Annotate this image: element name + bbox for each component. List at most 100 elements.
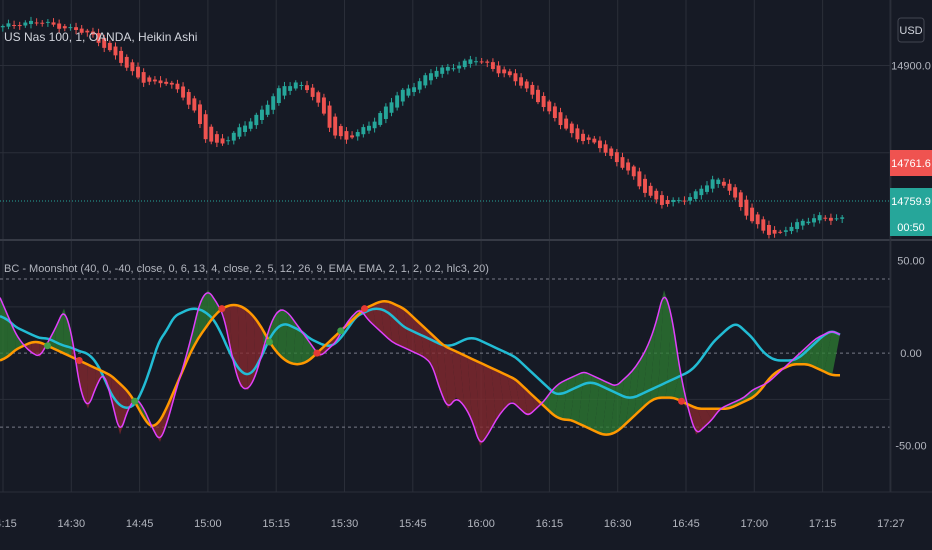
indicator-band-segment xyxy=(412,316,424,357)
indicator-band-segment xyxy=(103,371,112,402)
indicator-band-segment xyxy=(388,301,400,346)
indicator-pane[interactable] xyxy=(0,278,890,446)
indicator-band-segment xyxy=(641,323,656,409)
candle-body xyxy=(451,68,456,70)
indicator-band-segment xyxy=(118,382,128,435)
indicator-band-segment xyxy=(380,301,392,342)
candle-body xyxy=(597,140,602,149)
candle-body xyxy=(536,89,540,103)
candle-body xyxy=(445,66,450,71)
indicator-band-segment xyxy=(443,345,456,409)
candle-body xyxy=(428,73,433,81)
indicator-band-segment xyxy=(7,316,16,357)
candle-body xyxy=(378,113,383,125)
price-axis[interactable]: USD 14900.0 50.00 0.00 -50.00 14761.6 1475… xyxy=(889,0,932,492)
indicator-band-segment xyxy=(459,353,472,420)
indicator-band-segment xyxy=(515,379,528,417)
candle-body xyxy=(727,183,732,191)
candle-body xyxy=(665,200,670,205)
time-tick: 17:15 xyxy=(809,518,837,530)
indicator-title[interactable]: BC - Moonshot (40, 0, -40, close, 0, 6, … xyxy=(4,263,489,275)
time-tick: 16:00 xyxy=(467,518,495,530)
candle-body xyxy=(552,106,557,119)
candle-body xyxy=(355,132,360,137)
candle-body xyxy=(766,224,771,235)
candle-body xyxy=(783,230,788,232)
candle-body xyxy=(693,191,698,199)
indicator-band-segment xyxy=(657,290,672,398)
indicator-band-segment xyxy=(610,379,624,435)
candle-body xyxy=(581,133,586,142)
candle-body xyxy=(85,30,90,33)
currency-box[interactable] xyxy=(897,17,925,43)
time-tick: 15:30 xyxy=(331,518,359,530)
signal-dot xyxy=(75,357,83,365)
candle-body xyxy=(40,22,45,24)
candle-body xyxy=(293,82,298,89)
indicator-band-segment xyxy=(158,408,168,442)
candle-body xyxy=(367,125,371,131)
time-tick-labels: 14:15 14:30 14:45 15:00 15:15 15:30 15:45 16:00… xyxy=(0,518,905,530)
time-tick: 17:00 xyxy=(741,518,769,530)
grid-lines xyxy=(0,0,892,492)
candle-body xyxy=(603,144,608,153)
candle-body xyxy=(0,26,5,28)
candle-body xyxy=(812,218,816,223)
candle-body xyxy=(462,60,467,68)
candle-body xyxy=(840,217,845,219)
candle-body xyxy=(214,134,219,143)
candle-body xyxy=(817,215,822,221)
indicator-band-segment xyxy=(554,379,568,420)
candle-body xyxy=(457,65,462,69)
time-axis[interactable]: 14:15 14:30 14:45 15:00 15:15 15:30 15:45 16:00… xyxy=(0,491,932,530)
indicator-band-segment xyxy=(594,379,608,435)
indicator-band-segment xyxy=(626,360,640,424)
price-pane[interactable] xyxy=(0,16,890,239)
candle-body xyxy=(79,28,84,33)
candle-body xyxy=(778,231,783,233)
candle-body xyxy=(130,62,135,72)
time-tick: 16:30 xyxy=(604,518,632,530)
signal-dot xyxy=(361,305,369,313)
candle-body xyxy=(750,207,755,222)
price-badge-top xyxy=(890,150,932,176)
indicator-band-segment xyxy=(689,404,704,435)
indicator-tick: -50.00 xyxy=(895,441,926,453)
time-tick: 14:30 xyxy=(58,518,86,530)
candle-body xyxy=(107,42,112,51)
candle-body xyxy=(440,67,445,74)
candle-body xyxy=(321,97,326,114)
candle-body xyxy=(474,61,478,63)
indicator-band-segment xyxy=(578,371,592,428)
candle-body xyxy=(648,185,653,196)
candle-body xyxy=(276,88,281,104)
symbol-title[interactable]: US Nas 100, 1, OANDA, Heikin Ashi xyxy=(4,30,197,44)
candle-body xyxy=(119,50,124,63)
candle-body xyxy=(141,72,146,83)
candle-body xyxy=(682,200,687,202)
candle-body xyxy=(34,22,39,24)
indicator-band-segment xyxy=(816,330,832,372)
candle-body xyxy=(705,185,709,192)
candle-body xyxy=(74,27,79,30)
candle-body xyxy=(90,31,95,35)
candle-body xyxy=(800,220,805,226)
candle-body xyxy=(361,127,366,135)
candle-body xyxy=(564,118,569,129)
signal-dot xyxy=(678,397,686,405)
candle-body xyxy=(412,87,417,93)
candle-body xyxy=(834,218,839,220)
candle-body xyxy=(327,105,332,128)
time-tick: 16:15 xyxy=(536,518,564,530)
candle-body xyxy=(254,114,259,126)
price-tick: 14900.0 xyxy=(891,60,931,72)
indicator-band-segment xyxy=(546,382,560,417)
candle-body xyxy=(609,148,614,156)
candle-body xyxy=(62,26,67,29)
candle-body xyxy=(152,79,157,82)
indicator-band-segment xyxy=(79,360,88,409)
candle-body xyxy=(389,102,394,113)
signal-dots xyxy=(44,305,686,405)
indicator-band-segment xyxy=(562,375,576,420)
